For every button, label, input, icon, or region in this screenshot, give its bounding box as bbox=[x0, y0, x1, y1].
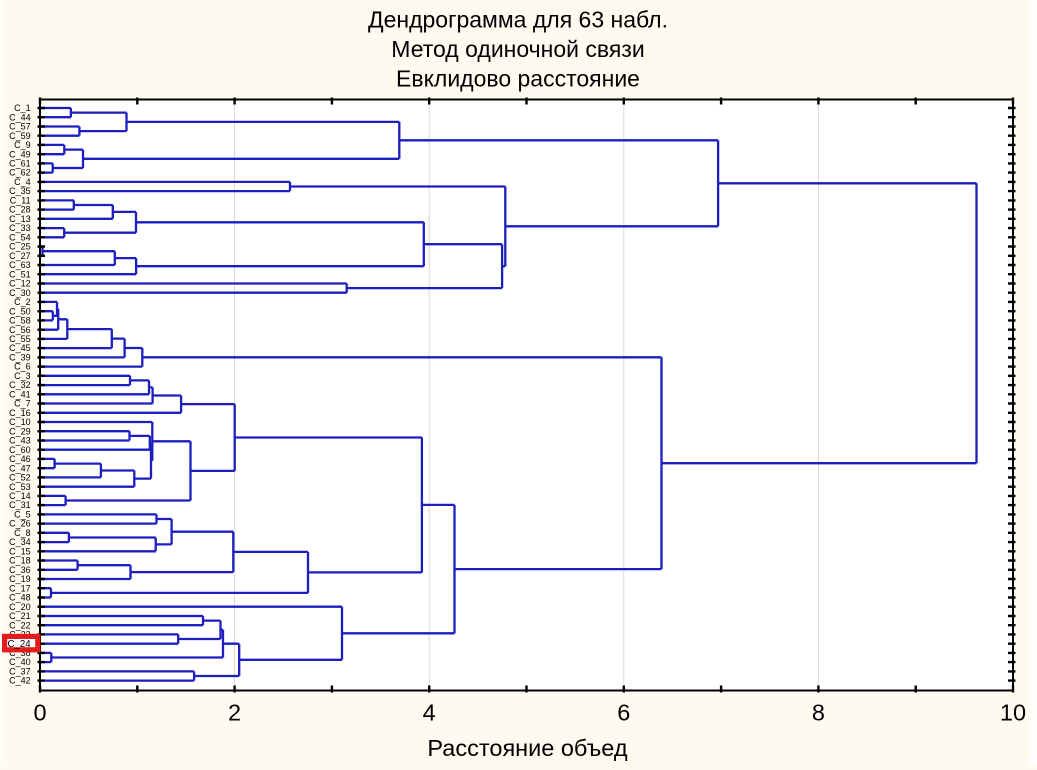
svg-text:C_22: C_22 bbox=[9, 620, 31, 630]
svg-text:C_42: C_42 bbox=[9, 676, 31, 686]
svg-text:C_26: C_26 bbox=[9, 519, 31, 529]
svg-text:C_57: C_57 bbox=[9, 122, 31, 132]
svg-text:8: 8 bbox=[812, 700, 825, 726]
svg-text:C_7: C_7 bbox=[14, 399, 31, 409]
svg-text:C_56: C_56 bbox=[9, 325, 31, 335]
svg-text:0: 0 bbox=[33, 700, 46, 726]
svg-text:C_32: C_32 bbox=[9, 380, 31, 390]
svg-text:C_10: C_10 bbox=[9, 417, 31, 427]
svg-text:C_52: C_52 bbox=[9, 473, 31, 483]
svg-text:C_28: C_28 bbox=[9, 205, 31, 215]
svg-text:C_33: C_33 bbox=[9, 223, 31, 233]
svg-text:Дендрограмма для 63 набл.: Дендрограмма для 63 набл. bbox=[368, 7, 668, 33]
svg-text:C_16: C_16 bbox=[9, 408, 31, 418]
svg-text:6: 6 bbox=[617, 700, 630, 726]
svg-text:C_48: C_48 bbox=[9, 593, 31, 603]
svg-text:C_12: C_12 bbox=[9, 279, 31, 289]
svg-text:C_49: C_49 bbox=[9, 149, 31, 159]
svg-text:C_46: C_46 bbox=[9, 454, 31, 464]
svg-text:C_5: C_5 bbox=[14, 510, 31, 520]
svg-text:C_8: C_8 bbox=[14, 528, 31, 538]
svg-text:C_43: C_43 bbox=[9, 436, 31, 446]
svg-text:C_21: C_21 bbox=[9, 611, 31, 621]
svg-text:Евклидово расстояние: Евклидово расстояние bbox=[396, 66, 640, 92]
svg-text:C_9: C_9 bbox=[14, 140, 31, 150]
svg-text:C_25: C_25 bbox=[9, 242, 31, 252]
svg-text:C_13: C_13 bbox=[9, 214, 31, 224]
svg-text:C_4: C_4 bbox=[14, 177, 31, 187]
svg-text:C_11: C_11 bbox=[10, 196, 31, 206]
svg-text:C_30: C_30 bbox=[9, 288, 31, 298]
svg-text:C_15: C_15 bbox=[9, 546, 31, 556]
svg-text:C_54: C_54 bbox=[9, 232, 31, 242]
svg-text:C_38: C_38 bbox=[9, 648, 31, 658]
svg-text:C_36: C_36 bbox=[9, 565, 31, 575]
svg-text:C_51: C_51 bbox=[9, 269, 31, 279]
svg-text:C_44: C_44 bbox=[9, 112, 31, 122]
svg-text:C_50: C_50 bbox=[9, 306, 31, 316]
svg-text:C_6: C_6 bbox=[14, 362, 31, 372]
svg-text:C_59: C_59 bbox=[9, 131, 31, 141]
svg-text:10: 10 bbox=[1000, 700, 1026, 726]
svg-text:Расстояние объед: Расстояние объед bbox=[427, 735, 627, 761]
svg-text:2: 2 bbox=[228, 700, 241, 726]
svg-text:C_41: C_41 bbox=[9, 389, 31, 399]
svg-text:C_29: C_29 bbox=[9, 426, 31, 436]
svg-text:4: 4 bbox=[423, 700, 436, 726]
svg-text:C_58: C_58 bbox=[9, 316, 31, 326]
svg-text:C_18: C_18 bbox=[9, 556, 31, 566]
svg-text:C_45: C_45 bbox=[9, 343, 31, 353]
svg-text:C_35: C_35 bbox=[9, 186, 31, 196]
svg-text:Метод одиночной связи: Метод одиночной связи bbox=[391, 36, 644, 62]
svg-text:C_34: C_34 bbox=[9, 537, 31, 547]
svg-text:C_37: C_37 bbox=[9, 667, 31, 677]
svg-text:C_31: C_31 bbox=[9, 500, 31, 510]
svg-text:C_3: C_3 bbox=[14, 371, 31, 381]
svg-text:C_20: C_20 bbox=[9, 602, 31, 612]
svg-text:C_19: C_19 bbox=[9, 574, 31, 584]
svg-text:C_53: C_53 bbox=[9, 482, 31, 492]
svg-text:C_2: C_2 bbox=[14, 297, 31, 307]
svg-text:C_62: C_62 bbox=[9, 168, 31, 178]
svg-text:C_63: C_63 bbox=[9, 260, 31, 270]
svg-text:C_47: C_47 bbox=[9, 463, 31, 473]
svg-text:C_24: C_24 bbox=[8, 639, 32, 650]
svg-text:C_39: C_39 bbox=[9, 353, 31, 363]
svg-text:C_60: C_60 bbox=[9, 445, 31, 455]
svg-text:C_14: C_14 bbox=[9, 491, 31, 501]
svg-text:C_40: C_40 bbox=[9, 657, 31, 667]
svg-text:C_61: C_61 bbox=[9, 159, 31, 169]
svg-text:C_1: C_1 bbox=[14, 103, 31, 113]
svg-text:C_17: C_17 bbox=[9, 583, 31, 593]
svg-text:C_27: C_27 bbox=[9, 251, 31, 261]
svg-text:C_55: C_55 bbox=[9, 334, 31, 344]
